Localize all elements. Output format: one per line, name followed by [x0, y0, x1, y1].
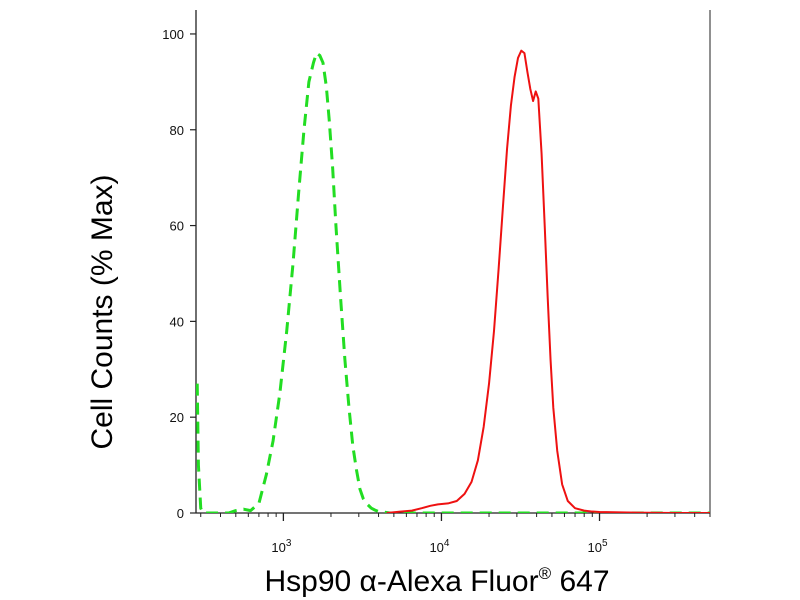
x-tick-exponent: 4 [444, 538, 450, 549]
x-axis-label-superscript: ® [539, 564, 552, 583]
y-tick-label: 40 [170, 314, 184, 329]
series-layer [196, 49, 710, 513]
x-tick-base: 10 [271, 540, 285, 555]
x-axis-label-main: Hsp90 α-Alexa Fluor [264, 565, 538, 598]
y-tick-label: 20 [170, 410, 184, 425]
x-tick-label: 105 [588, 538, 608, 555]
control-histogram-line [196, 51, 710, 513]
y-tick-label: 60 [170, 219, 184, 234]
x-tick-base: 10 [588, 540, 602, 555]
y-tick-label: 80 [170, 123, 184, 138]
x-ticks: 103 104 105 [200, 513, 711, 555]
x-tick-exponent: 5 [602, 538, 608, 549]
x-tick-label: 103 [271, 538, 291, 555]
y-tick-label: 0 [177, 506, 184, 521]
x-tick-exponent: 3 [286, 538, 292, 549]
y-ticks: 0 20 40 60 80 100 [162, 27, 196, 521]
x-tick-label: 104 [429, 538, 449, 555]
x-tick-base: 10 [429, 540, 443, 555]
stained-histogram-line [386, 49, 710, 513]
x-axis-label-suffix: 647 [551, 565, 609, 598]
y-tick-label: 100 [162, 27, 184, 42]
x-axis-label: Hsp90 α-Alexa Fluor® 647 [264, 564, 609, 598]
y-axis-label: Cell Counts (% Max) [86, 174, 119, 449]
